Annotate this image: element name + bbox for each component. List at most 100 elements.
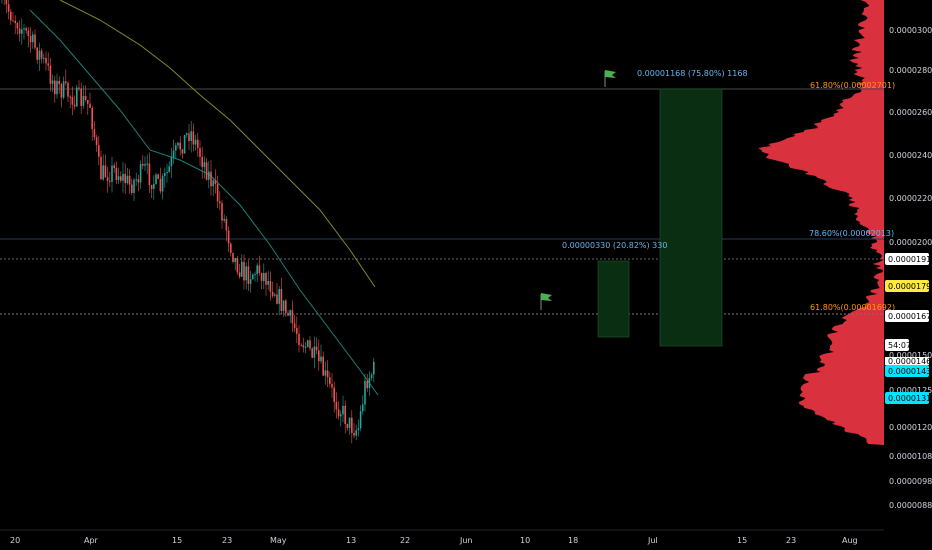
candle-body xyxy=(177,142,179,146)
price-tag-1318: 0.00001318 xyxy=(885,392,932,404)
candlesticks[interactable] xyxy=(1,0,375,444)
candle-body xyxy=(364,380,366,405)
candle-body xyxy=(238,272,241,277)
candle-body xyxy=(280,289,283,311)
candle-body xyxy=(181,149,184,154)
candle-body xyxy=(148,163,151,186)
candle-body xyxy=(54,80,56,95)
candle-body xyxy=(227,230,230,244)
candle-body xyxy=(111,165,113,182)
candle-body xyxy=(159,178,162,192)
measure-box-large[interactable] xyxy=(659,88,723,347)
candle-body xyxy=(221,203,223,221)
time-axis-label: 23 xyxy=(222,536,232,545)
time-axis-label: 20 xyxy=(10,536,20,545)
time-axis-label: 15 xyxy=(737,536,747,545)
candle-body xyxy=(346,423,349,428)
candle-body xyxy=(109,180,111,182)
candle-body xyxy=(139,163,142,183)
candle-body xyxy=(366,380,368,389)
candle-body xyxy=(49,65,52,84)
measurement-label-large: 0.00001168 (75.80%) 1168 xyxy=(637,69,748,78)
candle-body xyxy=(168,166,170,172)
candle-body xyxy=(89,103,91,109)
candle-body xyxy=(243,261,245,281)
candle-body xyxy=(219,201,221,204)
candle-body xyxy=(18,28,21,34)
candle-body xyxy=(190,131,192,141)
candle-body xyxy=(291,310,294,324)
candle-body xyxy=(353,432,355,436)
candle-body xyxy=(282,300,285,311)
candle-body xyxy=(223,218,225,221)
candle-body xyxy=(309,340,311,349)
candle-body xyxy=(65,81,67,83)
candle-body xyxy=(357,428,360,431)
candle-body xyxy=(73,104,76,107)
candle-body xyxy=(320,356,322,362)
candle-body xyxy=(16,23,19,29)
candle-body xyxy=(274,294,276,296)
candle-body xyxy=(278,289,280,304)
fib-label-lower: 61.80%(0.00001692) xyxy=(810,303,895,312)
candle-body xyxy=(183,134,186,154)
candle-body xyxy=(269,280,272,292)
flag-icon[interactable] xyxy=(604,70,616,87)
candle-body xyxy=(194,139,197,145)
candle-body xyxy=(47,63,49,66)
candle-body xyxy=(342,405,344,415)
candle-body xyxy=(276,294,278,304)
candle-body xyxy=(21,29,23,34)
candle-body xyxy=(241,261,243,277)
candle-body xyxy=(128,175,131,185)
time-axis-label: Aug xyxy=(842,536,858,545)
candle-body xyxy=(34,34,36,48)
candle-body xyxy=(164,173,166,176)
candle-body xyxy=(166,171,168,174)
measure-box-small[interactable] xyxy=(597,260,630,338)
candle-body xyxy=(12,20,14,22)
price-tag-1918: 0.00001918 xyxy=(885,253,932,265)
candle-body xyxy=(27,30,30,37)
candle-body xyxy=(87,100,89,104)
candle-body xyxy=(359,411,362,429)
candle-body xyxy=(135,179,137,181)
candle-body xyxy=(300,345,302,347)
candle-body xyxy=(335,402,338,410)
svg-text:0.00001678: 0.00001678 xyxy=(888,312,932,321)
candle-body xyxy=(225,218,228,231)
countdown-tag: 54:07 xyxy=(885,339,911,351)
candle-body xyxy=(315,346,318,351)
candle-body xyxy=(247,266,250,284)
svg-text:0.00001318: 0.00001318 xyxy=(888,394,932,403)
candle-body xyxy=(263,273,265,282)
candle-body xyxy=(56,80,58,95)
candle-body xyxy=(67,82,69,97)
price-tag-1798: 0.00001798 xyxy=(885,280,932,292)
candle-body xyxy=(78,87,80,89)
flag-icon[interactable] xyxy=(540,293,552,310)
candle-body xyxy=(84,95,87,101)
candle-body xyxy=(142,163,144,166)
candle-body xyxy=(298,333,300,346)
measurement-label-small: 0.00000330 (20.82%) 330 xyxy=(562,241,667,250)
candle-body xyxy=(58,80,60,85)
candle-body xyxy=(172,150,175,158)
svg-text:0.00001798: 0.00001798 xyxy=(888,282,932,291)
volume-profile xyxy=(758,0,884,445)
candle-body xyxy=(265,273,267,285)
candle-body xyxy=(318,350,320,362)
candle-body xyxy=(373,361,375,375)
candle-body xyxy=(32,34,34,43)
candle-body xyxy=(340,414,342,417)
time-axis-label: 13 xyxy=(346,536,356,545)
time-axis-label: Apr xyxy=(84,536,99,545)
candle-body xyxy=(326,370,329,378)
time-axis-label: 23 xyxy=(786,536,796,545)
